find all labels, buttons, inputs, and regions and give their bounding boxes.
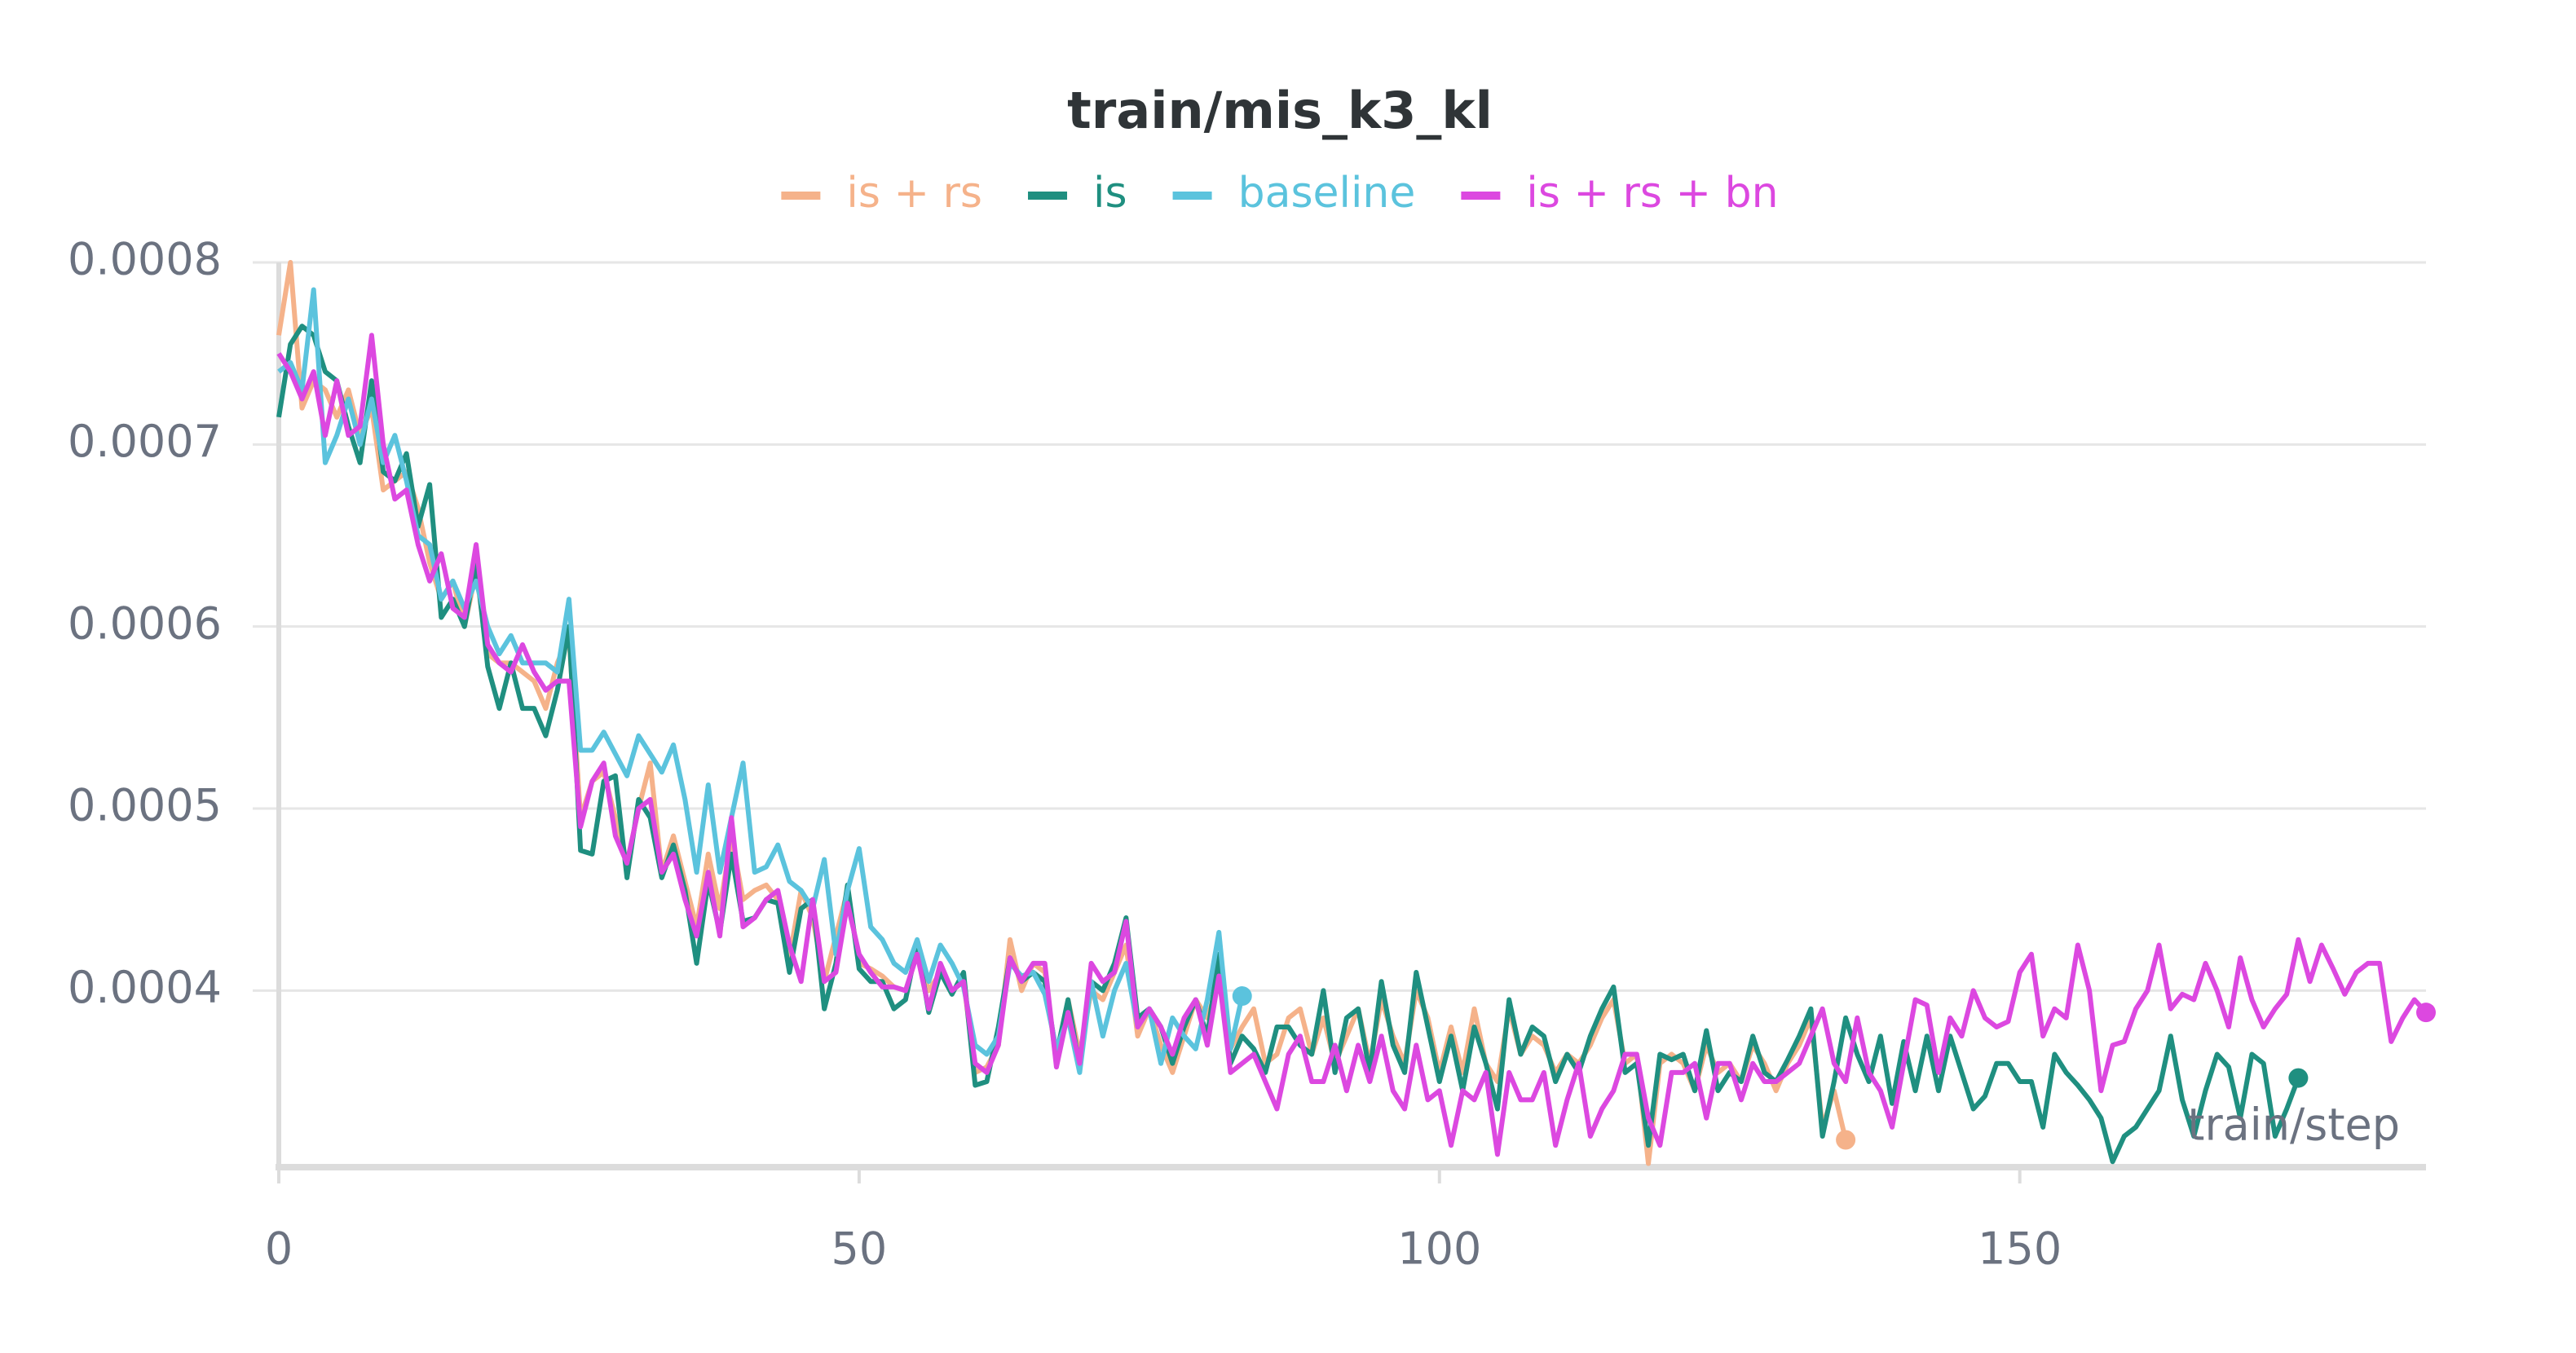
- legend-label: is + rs: [846, 169, 982, 218]
- x-tick-label: 100: [1397, 1223, 1481, 1275]
- series-line: [276, 333, 2428, 1157]
- legend-label: baseline: [1238, 169, 1416, 218]
- x-tick-label: 150: [1978, 1223, 2062, 1275]
- y-tick-label: 0.0004: [68, 962, 222, 1013]
- legend-label: is + rs + bn: [1526, 169, 1778, 218]
- y-tick-label: 0.0007: [68, 416, 222, 467]
- y-tick-label: 0.0005: [68, 780, 222, 831]
- x-tick-label: 50: [831, 1223, 888, 1275]
- x-tick-label: 0: [265, 1223, 293, 1275]
- series-line: [277, 287, 1245, 1075]
- legend-label: is: [1093, 169, 1127, 218]
- y-tick-label: 0.0006: [68, 597, 222, 649]
- y-tick-label: 0.0008: [68, 234, 222, 285]
- chart-title: train/mis_k3_kl: [1067, 81, 1493, 140]
- x-axis-label: train/step: [2187, 1100, 2400, 1151]
- end-marker: [1232, 986, 1252, 1007]
- end-marker: [2288, 1068, 2309, 1088]
- series-line: [276, 324, 2301, 1165]
- end-marker: [1836, 1130, 1856, 1150]
- end-marker: [2416, 1003, 2436, 1023]
- legend: is + rs is baseline is + rs + bn: [781, 169, 1779, 218]
